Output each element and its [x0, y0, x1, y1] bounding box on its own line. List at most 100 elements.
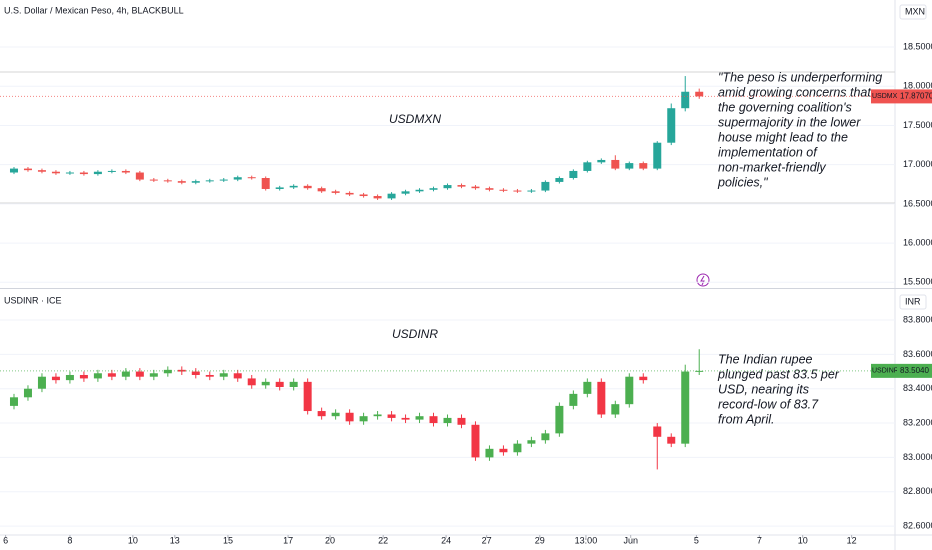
candle-body [611, 404, 620, 415]
y-tick-label: 83.0000 [903, 452, 932, 462]
candle-body [51, 376, 60, 381]
candle-body [205, 374, 214, 377]
candle-body [513, 190, 522, 192]
candle-body [51, 171, 60, 174]
y-tick-label: 83.6000 [903, 349, 932, 359]
candle-body [37, 376, 46, 389]
candle-body [163, 369, 172, 374]
candle-body [653, 426, 662, 437]
candle-body [163, 180, 172, 182]
candle-body [135, 371, 144, 377]
candle-body [177, 181, 186, 183]
candle-body [247, 378, 256, 386]
candle-body [429, 416, 438, 424]
candle-body [499, 448, 508, 453]
candle-body [499, 189, 508, 191]
candle-body [65, 172, 74, 174]
candle-body [667, 436, 676, 444]
annotation-line: non-market-friendly [718, 160, 826, 174]
y-tick-label: 18.50000 [903, 41, 932, 51]
symbol-tag-label: USDINR [872, 368, 899, 375]
candle-body [387, 414, 396, 418]
candle-body [625, 163, 634, 169]
candle-body [345, 412, 354, 422]
candle-body [289, 185, 298, 188]
y-tick-label: 18.00000 [903, 81, 932, 91]
candle-body [219, 179, 228, 181]
candle-body [121, 170, 130, 173]
currency-box [899, 4, 927, 20]
y-tick-label: 17.00000 [903, 159, 932, 169]
candle-body [415, 416, 424, 420]
candle-body [415, 189, 424, 192]
x-tick-label: Jun [623, 535, 638, 545]
candle-body [359, 416, 368, 422]
annotation-line: supermajority in the lower [718, 115, 861, 129]
candle-body [597, 159, 606, 163]
candle-body [261, 178, 270, 189]
y-tick-label: 83.8000 [903, 314, 932, 324]
chart-title: U.S. Dollar / Mexican Peso, 4h, BLACKBUL… [4, 5, 184, 15]
candle-body [681, 371, 690, 444]
x-tick-label: 17 [283, 535, 293, 545]
last-price-tag [897, 89, 932, 104]
candle-body [527, 440, 536, 444]
candle-body [317, 188, 326, 192]
x-tick-label: 12 [847, 535, 857, 545]
candle-body [191, 371, 200, 375]
annotation-line: implementation of [718, 145, 818, 159]
x-tick-label: 10 [128, 535, 138, 545]
candle-body [457, 417, 466, 425]
candle-body [555, 405, 564, 434]
annotation-line: plunged past 83.5 per [717, 367, 840, 381]
x-tick-label: 6 [3, 535, 8, 545]
chart-title: USDINR · ICE [4, 295, 62, 305]
candle-body [331, 191, 340, 193]
candle-body [233, 373, 242, 379]
candle-body [639, 376, 648, 381]
candle-body [65, 374, 74, 381]
candle-body [611, 159, 620, 169]
candle-body [149, 373, 158, 377]
x-tick-label: 5 [694, 535, 699, 545]
candle-body [373, 414, 382, 417]
candle-body [443, 185, 452, 189]
candle-body [261, 381, 270, 386]
candle-body [177, 369, 186, 372]
candle-body [303, 185, 312, 189]
annotation-line: policies," [717, 175, 768, 189]
candle-body [135, 172, 144, 180]
currency-label: INR [905, 296, 921, 306]
candle-body [625, 376, 634, 405]
candle-body [387, 193, 396, 199]
event-icon[interactable] [696, 273, 710, 287]
symbol-label: USDINR [392, 327, 438, 341]
candle-body [149, 179, 158, 181]
x-tick-label: 24 [441, 535, 451, 545]
candle-body [345, 192, 354, 195]
x-tick-label: 27 [482, 535, 492, 545]
candle-body [191, 181, 200, 183]
candle-body [653, 142, 662, 169]
candle-body [695, 91, 704, 97]
candle-body [331, 412, 340, 417]
candle-body [219, 373, 228, 377]
candle-body [443, 417, 452, 424]
x-tick-label: 13 [170, 535, 180, 545]
currency-box [899, 294, 927, 310]
candle-body [37, 170, 46, 172]
annotation-line: the governing coalition's [718, 100, 852, 114]
x-tick-label: 22 [378, 535, 388, 545]
y-tick-label: 16.50000 [903, 198, 932, 208]
annotation-line: house might lead to the [718, 130, 848, 144]
y-tick-label: 83.4000 [903, 383, 932, 393]
candle-body [429, 188, 438, 190]
candle-body [93, 171, 102, 175]
candle-body [583, 162, 592, 171]
symbol-tag [871, 89, 897, 104]
y-tick-label: 82.6000 [903, 520, 932, 530]
candle-body [121, 371, 130, 377]
x-tick-label: 7 [757, 535, 762, 545]
candle-body [79, 172, 88, 175]
